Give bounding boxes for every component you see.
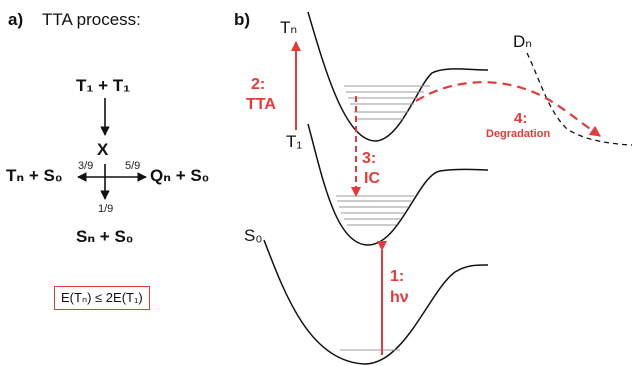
tn-potential-curve <box>307 11 489 142</box>
energy-condition-box: E(Tₙ) ≤ 2E(T₁) <box>54 286 150 310</box>
degradation-arrow <box>415 81 601 137</box>
state-tn-label: Tₙ <box>280 18 298 37</box>
s0-potential-curve <box>263 239 489 365</box>
state-t1-label: T₁ <box>286 132 303 151</box>
tn-vibrational-levels <box>344 85 430 120</box>
channel-tn-s0-label: Tₙ + S₀ <box>6 166 63 185</box>
ic-number-label: 3: <box>362 150 377 167</box>
panel-b-label: b) <box>234 10 251 29</box>
fraction-3-9: 3/9 <box>78 160 94 172</box>
t1-vibrational-levels <box>336 195 414 226</box>
degradation-process-label: Degradation <box>486 128 551 140</box>
panel-a-title: TTA process: <box>42 10 141 29</box>
ic-process-label: IC <box>364 170 380 187</box>
hv-process-label: hν <box>390 289 409 306</box>
dn-dissociative-curve <box>526 52 633 146</box>
state-s0-label: S₀ <box>244 226 263 245</box>
state-dn-label: Dₙ <box>513 32 533 51</box>
reactants-label: T₁ + T₁ <box>76 76 131 95</box>
channel-sn-s0-label: Sₙ + S₀ <box>76 227 134 246</box>
energy-condition-text: E(Tₙ) ≤ 2E(T₁) <box>61 290 143 305</box>
intermediate-x-label: X <box>97 140 109 159</box>
fraction-1-9: 1/9 <box>98 203 114 215</box>
degradation-number-label: 4: <box>514 110 528 127</box>
t1-potential-curve <box>307 123 489 246</box>
fraction-5-9: 5/9 <box>125 160 141 172</box>
hv-number-label: 1: <box>390 268 405 285</box>
panel-a-label: a) <box>8 10 24 29</box>
tta-process-label: TTA <box>246 96 276 113</box>
tta-number-label: 2: <box>251 76 266 93</box>
channel-qn-s0-label: Qₙ + S₀ <box>150 166 210 185</box>
